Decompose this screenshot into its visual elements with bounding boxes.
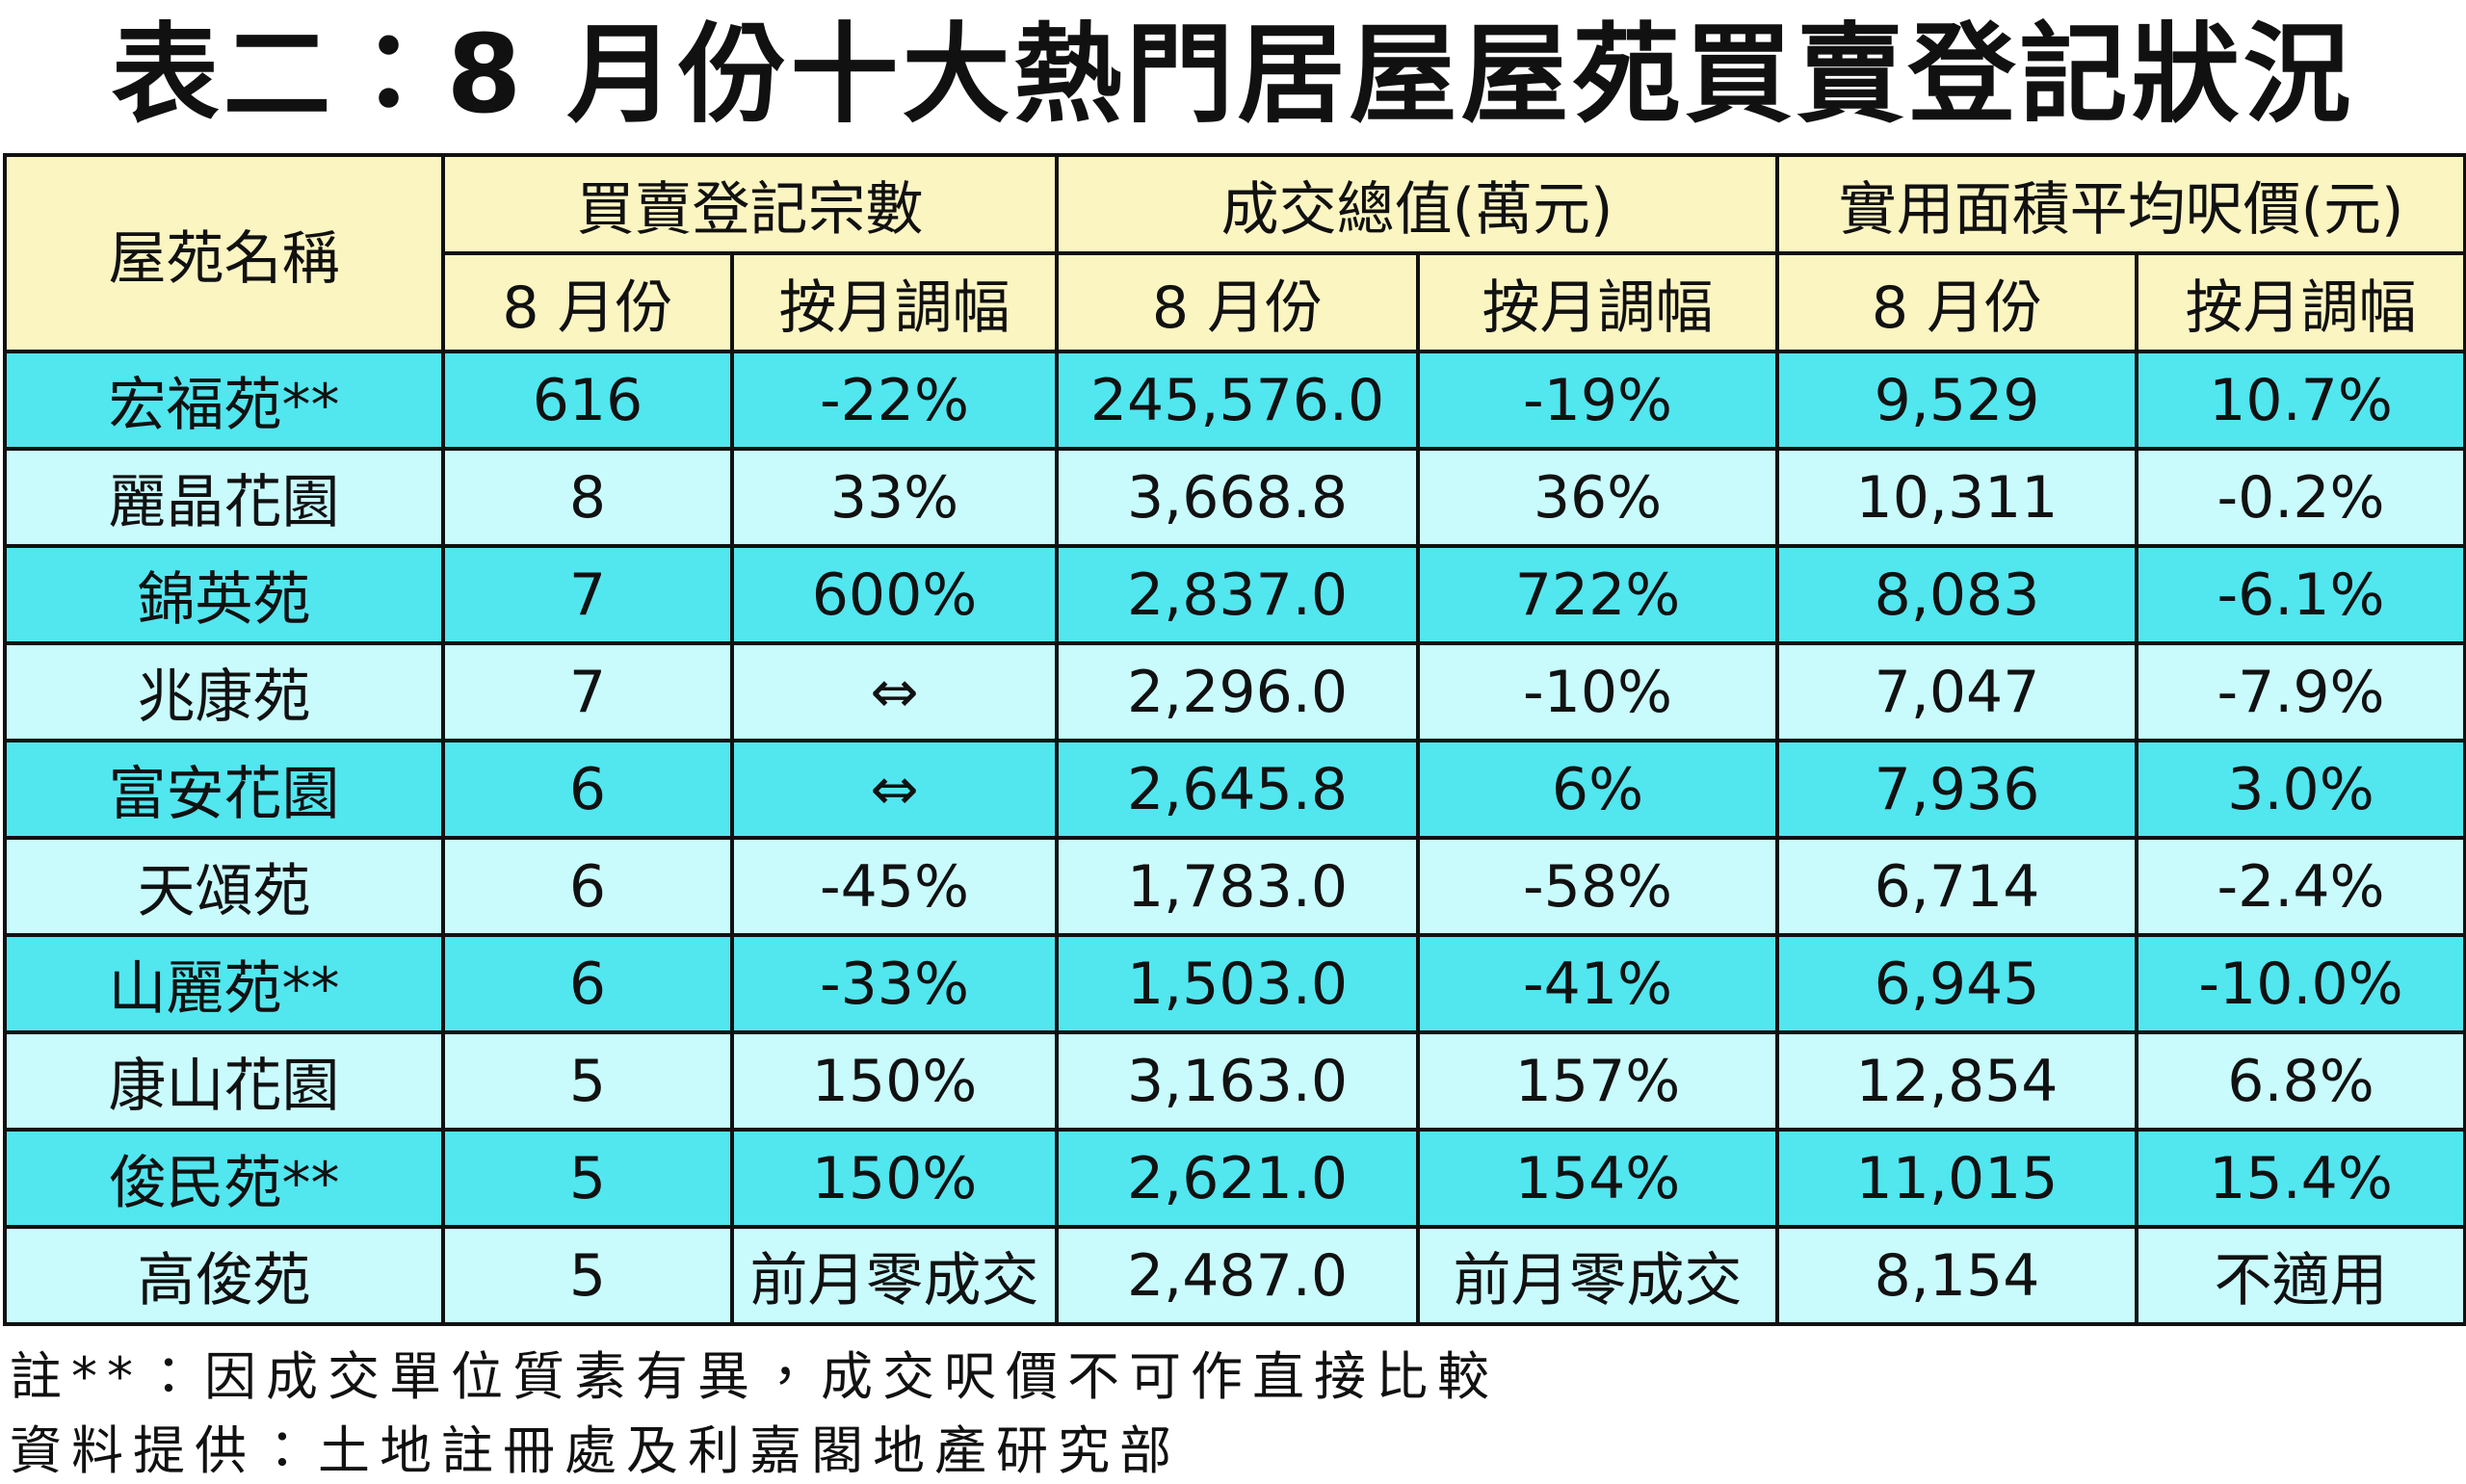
- title: 表二：8 月份十大熱門居屋屋苑買賣登記狀況: [111, 13, 2355, 138]
- cell: -6.1%: [2135, 544, 2466, 645]
- cell: 6: [441, 836, 734, 937]
- estate-name: 康山花園: [3, 1030, 445, 1132]
- table-row: 錦英苑 7 600% 2,837.0 722% 8,083 -6.1%: [3, 544, 2466, 645]
- cell: -19%: [1415, 350, 1780, 451]
- header-row: 屋苑名稱 買賣登記宗數 成交總值(萬元) 實用面積平均呎價(元): [3, 153, 2466, 353]
- table-row: 康山花園 5 150% 3,163.0 157% 12,854 6.8%: [3, 1030, 2466, 1132]
- cell: 不適用: [2135, 1225, 2466, 1326]
- estate-name: 兆康苑: [3, 641, 445, 742]
- table-row: 兆康苑 7 ⇔ 2,296.0 -10% 7,047 -7.9%: [3, 641, 2466, 742]
- cell: 7: [441, 544, 734, 645]
- table-row: 宏福苑** 616 -22% 245,576.0 -19% 9,529 10.7%: [3, 350, 2466, 451]
- cell: -0.2%: [2135, 447, 2466, 548]
- cell: -2.4%: [2135, 836, 2466, 937]
- estate-name: 俊民苑**: [3, 1128, 445, 1229]
- cell: 3.0%: [2135, 739, 2466, 840]
- table-row: 麗晶花園 8 33% 3,668.8 36% 10,311 -0.2%: [3, 447, 2466, 548]
- subheader: 8 月份: [1055, 251, 1420, 353]
- cell: ⇔: [730, 739, 1059, 840]
- cell: 616: [441, 350, 734, 451]
- cell: -45%: [730, 836, 1059, 937]
- cell: 6: [441, 933, 734, 1034]
- cell: 5: [441, 1030, 734, 1132]
- corner-header: 屋苑名稱: [3, 153, 445, 353]
- table-row: 天頌苑 6 -45% 1,783.0 -58% 6,714 -2.4%: [3, 836, 2466, 937]
- subheader: 8 月份: [1775, 251, 2139, 353]
- cell: 157%: [1415, 1030, 1780, 1132]
- estate-name: 錦英苑: [3, 544, 445, 645]
- cell: 7: [441, 641, 734, 742]
- cell: 722%: [1415, 544, 1780, 645]
- cell: 2,487.0: [1055, 1225, 1420, 1326]
- cell: 前月零成交: [730, 1225, 1059, 1326]
- cell: 150%: [730, 1128, 1059, 1229]
- table-row: 俊民苑** 5 150% 2,621.0 154% 11,015 15.4%: [3, 1128, 2466, 1229]
- cell: 7,047: [1775, 641, 2139, 742]
- estate-name: 山麗苑**: [3, 933, 445, 1034]
- footnote: 註**：因成交單位質素有異，成交呎價不可作直接比較: [10, 1346, 1499, 1407]
- cell: 15.4%: [2135, 1128, 2466, 1229]
- subheader-row: 8 月份 按月調幅 8 月份 按月調幅 8 月份 按月調幅: [5, 251, 2466, 353]
- cell: 6%: [1415, 739, 1780, 840]
- cell: -10%: [1415, 641, 1780, 742]
- cell: 6.8%: [2135, 1030, 2466, 1132]
- cell: -10.0%: [2135, 933, 2466, 1034]
- cell: 5: [441, 1225, 734, 1326]
- cell: 8: [441, 447, 734, 548]
- cell: -22%: [730, 350, 1059, 451]
- cell: 3,668.8: [1055, 447, 1420, 548]
- cell: 12,854: [1775, 1030, 2139, 1132]
- cell: 245,576.0: [1055, 350, 1420, 451]
- estate-name: 富安花園: [3, 739, 445, 840]
- cell: 600%: [730, 544, 1059, 645]
- group-header: 成交總值(萬元): [1054, 153, 1780, 255]
- cell: 1,783.0: [1055, 836, 1420, 937]
- table-row: 高俊苑 5 前月零成交 2,487.0 前月零成交 8,154 不適用: [3, 1225, 2466, 1326]
- cell: 154%: [1415, 1128, 1780, 1229]
- subheader: 按月調幅: [730, 251, 1059, 353]
- cell: 2,645.8: [1055, 739, 1420, 840]
- cell: 8,154: [1775, 1225, 2139, 1326]
- subheader: 按月調幅: [2135, 251, 2466, 353]
- estate-name: 高俊苑: [3, 1225, 445, 1326]
- cell: 5: [441, 1128, 734, 1229]
- group-header: 買賣登記宗數: [441, 153, 1059, 255]
- cell: 2,837.0: [1055, 544, 1420, 645]
- cell: ⇔: [730, 641, 1059, 742]
- data-table: 屋苑名稱 買賣登記宗數 成交總值(萬元) 實用面積平均呎價(元) 8 月份 按月調幅 8 月…: [3, 153, 2466, 1326]
- estate-name: 麗晶花園: [3, 447, 445, 548]
- source-note: 資料提供：土地註冊處及利嘉閣地產研究部: [10, 1420, 1181, 1481]
- cell: 6,945: [1775, 933, 2139, 1034]
- cell: 7,936: [1775, 739, 2139, 840]
- table-body: 宏福苑** 616 -22% 245,576.0 -19% 9,529 10.7% 麗晶花園 8…: [3, 350, 2466, 1326]
- estate-name: 天頌苑: [3, 836, 445, 937]
- cell: 33%: [730, 447, 1059, 548]
- cell: 2,621.0: [1055, 1128, 1420, 1229]
- cell: 9,529: [1775, 350, 2139, 451]
- group-header: 實用面積平均呎價(元): [1775, 153, 2466, 255]
- cell: 1,503.0: [1055, 933, 1420, 1034]
- estate-name: 宏福苑**: [3, 350, 445, 451]
- subheader: 8 月份: [441, 251, 734, 353]
- table-row: 富安花園 6 ⇔ 2,645.8 6% 7,936 3.0%: [3, 739, 2466, 840]
- cell: -33%: [730, 933, 1059, 1034]
- cell: 10,311: [1775, 447, 2139, 548]
- cell: 10.7%: [2135, 350, 2466, 451]
- cell: 6,714: [1775, 836, 2139, 937]
- cell: 2,296.0: [1055, 641, 1420, 742]
- cell: -41%: [1415, 933, 1780, 1034]
- cell: -58%: [1415, 836, 1780, 937]
- table-row: 山麗苑** 6 -33% 1,503.0 -41% 6,945 -10.0%: [3, 933, 2466, 1034]
- subheader: 按月調幅: [1415, 251, 1780, 353]
- cell: -7.9%: [2135, 641, 2466, 742]
- cell: 3,163.0: [1055, 1030, 1420, 1132]
- cell: 11,015: [1775, 1128, 2139, 1229]
- cell: 前月零成交: [1415, 1225, 1780, 1326]
- cell: 6: [441, 739, 734, 840]
- cell: 8,083: [1775, 544, 2139, 645]
- table-head: 屋苑名稱 買賣登記宗數 成交總值(萬元) 實用面積平均呎價(元) 8 月份 按月調幅 8 月…: [3, 153, 2466, 353]
- cell: 150%: [730, 1030, 1059, 1132]
- cell: 36%: [1415, 447, 1780, 548]
